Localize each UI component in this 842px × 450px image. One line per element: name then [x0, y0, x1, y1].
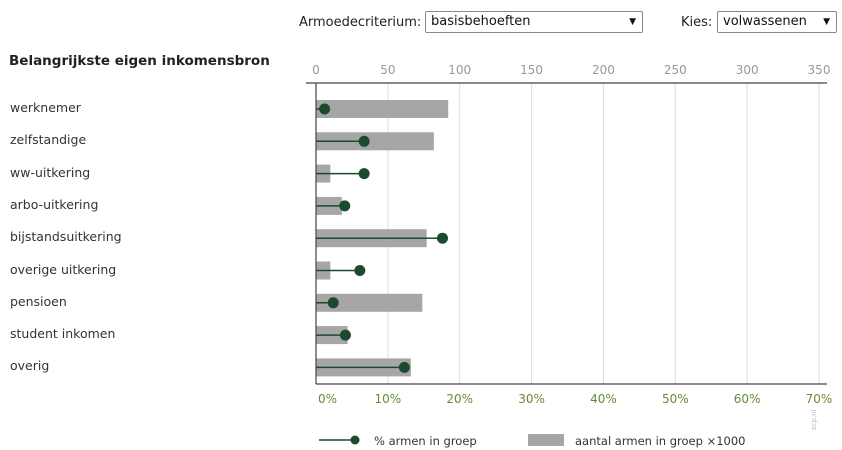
chevron-down-icon: ▼: [629, 17, 636, 27]
chart-title: Belangrijkste eigen inkomensbron: [9, 53, 270, 69]
lollipop-dot: [339, 329, 351, 341]
category-label: zelfstandige: [10, 132, 87, 148]
top-tick-label: 300: [736, 63, 759, 77]
top-tick-label: 250: [664, 63, 687, 77]
criterion-value: basisbehoeften: [431, 14, 531, 29]
category-label: pensioen: [10, 293, 67, 309]
legend-bar-symbol: [528, 434, 564, 446]
category-label: student inkomen: [10, 326, 116, 342]
top-tick-label: 150: [520, 63, 543, 77]
top-tick-label: 350: [808, 63, 831, 77]
category-label: overige uitkering: [10, 261, 117, 277]
lollipop-dot: [436, 232, 448, 244]
choose-value: volwassenen: [723, 14, 807, 29]
bottom-tick-label: 40%: [590, 392, 617, 406]
category-label: arbo-uitkering: [10, 196, 99, 212]
criterion-label: Armoedecriterium:: [299, 15, 422, 30]
chevron-down-icon: ▼: [823, 17, 830, 27]
bottom-tick-label: 50%: [662, 392, 689, 406]
category-label: ww-uitkering: [10, 164, 91, 180]
legend-line-label: % armen in groep: [374, 434, 477, 448]
bar: [316, 100, 449, 118]
lollipop-dot: [327, 297, 339, 309]
lollipop-dot: [358, 168, 370, 180]
top-tick-label: 50: [380, 63, 395, 77]
bar: [316, 132, 434, 151]
bottom-tick-label: 10%: [375, 392, 402, 406]
lollipop-dot: [354, 265, 366, 276]
legend-bar-label: aantal armen in groep ×1000: [575, 434, 746, 448]
lollipop-dot: [358, 135, 370, 147]
bottom-tick-label: 30%: [518, 392, 545, 406]
credit-text: scp.nl: [810, 409, 818, 430]
bottom-tick-label: 70%: [806, 392, 833, 406]
category-label: bijstandsuitkering: [10, 229, 122, 245]
category-label: werknemer: [10, 100, 81, 115]
criterion-select[interactable]: basisbehoeften ▼: [425, 11, 643, 33]
top-tick-label: 200: [592, 63, 615, 77]
bottom-tick-label: 0%: [318, 392, 337, 406]
top-tick-label: 0: [312, 63, 320, 77]
bottom-tick-label: 20%: [446, 392, 473, 406]
category-label: overig: [10, 358, 50, 374]
bottom-tick-label: 60%: [734, 392, 761, 406]
legend-dot-symbol: [350, 435, 360, 445]
lollipop-dot: [339, 200, 351, 212]
choose-select[interactable]: volwassenen ▼: [717, 11, 837, 33]
lollipop-dot: [319, 103, 331, 115]
lollipop-dot: [398, 361, 410, 373]
top-tick-label: 100: [448, 63, 471, 77]
bar: [316, 293, 423, 312]
choose-label: Kies:: [681, 15, 713, 30]
